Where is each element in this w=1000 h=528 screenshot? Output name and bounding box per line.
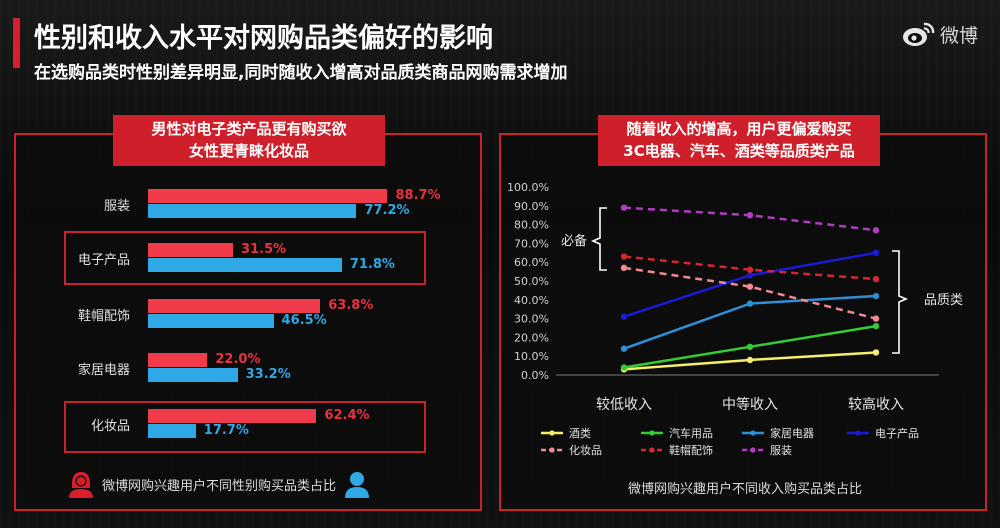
weibo-icon (902, 22, 935, 46)
legend-marker (750, 430, 756, 436)
data-point (746, 272, 754, 279)
data-point (746, 300, 754, 307)
data-point (746, 343, 754, 350)
female-bar (148, 353, 208, 367)
data-point (872, 315, 880, 322)
highlight-box-cosmetics (64, 401, 426, 453)
legend-marker (549, 447, 555, 453)
data-point (872, 249, 880, 256)
data-point (872, 292, 880, 300)
female-value-label: 88.7% (395, 188, 441, 203)
female-bar (148, 243, 234, 257)
page-subtitle: 在选购品类时性别差异明显,同时随收入增高对品质类商品网购需求增加 (34, 63, 568, 83)
data-point (872, 322, 880, 330)
male-value-label: 33.2% (245, 367, 291, 382)
legend-label: 服装 (770, 444, 792, 457)
legend-marker (649, 447, 655, 453)
brace-essential (590, 207, 607, 271)
x-category-label: 较低收入 (596, 397, 652, 413)
male-value-label: 77.2% (364, 203, 410, 218)
data-point (620, 253, 628, 260)
female-user-icon (69, 472, 93, 498)
brace-essential-label: 必备 (561, 233, 587, 249)
male-value-label: 17.7% (203, 423, 249, 438)
y-tick-label: 0.0% (521, 369, 549, 382)
gender-footer-text: 微博网购兴趣用户不同性别购买品类占比 (102, 478, 337, 494)
category-label: 服装 (103, 199, 130, 214)
y-tick-label: 50.0% (514, 275, 549, 288)
y-tick-label: 100.0% (507, 181, 549, 194)
data-point (872, 349, 880, 356)
male-bar (148, 424, 196, 438)
y-tick-label: 10.0% (514, 350, 549, 363)
female-bar (148, 189, 388, 203)
y-tick-label: 40.0% (514, 294, 549, 307)
male-value-label: 71.8% (349, 257, 395, 272)
logo-text: 微博 (939, 24, 978, 47)
x-category-label: 中等收入 (722, 396, 778, 413)
gender-tag-line1: 男性对电子类产品更有购买欲 (151, 120, 347, 138)
data-point (620, 345, 628, 352)
income-footer: 微博网购兴趣用户不同收入购买品类占比 (627, 482, 862, 497)
series-line (623, 266, 877, 320)
highlight-box-electronics (64, 231, 426, 285)
data-point (620, 264, 628, 272)
legend-marker (855, 430, 861, 436)
income-tag-line1: 随着收入的增高，用户更偏爱购买 (626, 120, 852, 138)
legend-label: 鞋帽配饰 (669, 443, 713, 457)
category-label: 家居电器 (77, 363, 130, 378)
legend-label: 汽车用品 (669, 426, 713, 440)
brace-quality-label: 品质类 (924, 293, 963, 308)
gender-tag-line2: 女性更青睐化妆品 (188, 142, 309, 160)
male-bar (148, 368, 238, 382)
legend-marker (649, 430, 655, 436)
female-bar (148, 409, 317, 423)
income-line-chart: 0.0% 10.0% 20.0% 30.0% 40.0% 50.0% 60.0% 70.0% 8… (507, 181, 963, 457)
page-title: 性别和收入水平对网购品类偏好的影响 (34, 23, 493, 54)
female-value-label: 22.0% (215, 352, 261, 367)
brace-quality (892, 250, 909, 354)
female-value-label: 31.5% (241, 242, 287, 257)
gender-footer: 微博网购兴趣用户不同性别购买品类占比 (68, 470, 418, 498)
legend-label: 电子产品 (875, 426, 919, 440)
male-bar (148, 258, 342, 272)
male-bar (148, 204, 357, 218)
data-point (746, 356, 754, 364)
x-category-label: 较高收入 (848, 396, 904, 413)
category-label: 化妆品 (90, 419, 130, 434)
female-bar (148, 299, 321, 313)
legend-marker (750, 447, 756, 453)
category-label: 电子产品 (77, 253, 130, 268)
y-tick-label: 80.0% (514, 219, 549, 232)
income-tag-line2: 3C电器、汽车、酒类等品质类产品 (623, 142, 855, 160)
y-tick-label: 20.0% (514, 331, 549, 344)
y-tick-label: 90.0% (514, 200, 549, 213)
data-point (746, 283, 754, 290)
data-point (872, 275, 880, 283)
y-tick-label: 70.0% (514, 237, 549, 250)
female-value-label: 63.8% (328, 298, 374, 313)
title-accent-bar (13, 18, 20, 68)
male-bar (148, 314, 274, 328)
male-value-label: 46.5% (281, 313, 327, 328)
legend-label: 酒类 (569, 426, 591, 440)
male-user-icon (345, 472, 370, 498)
legend-marker (549, 430, 555, 436)
y-tick-label: 60.0% (514, 256, 549, 269)
data-point (620, 204, 628, 211)
data-point (872, 227, 880, 234)
female-value-label: 62.4% (324, 408, 370, 423)
data-point (746, 212, 754, 219)
weibo-logo: 微博 (902, 20, 978, 48)
data-point (620, 364, 628, 371)
series-line (623, 206, 877, 232)
legend-label: 家居电器 (770, 426, 814, 440)
y-tick-label: 30.0% (514, 313, 549, 326)
category-label: 鞋帽配饰 (77, 309, 130, 324)
gender-tag: 男性对电子类产品更有购买欲 女性更青睐化妆品 (113, 115, 385, 166)
data-point (746, 266, 754, 273)
legend-label: 化妆品 (569, 443, 602, 457)
income-tag: 随着收入的增高，用户更偏爱购买 3C电器、汽车、酒类等品质类产品 (598, 115, 880, 166)
data-point (620, 313, 628, 320)
